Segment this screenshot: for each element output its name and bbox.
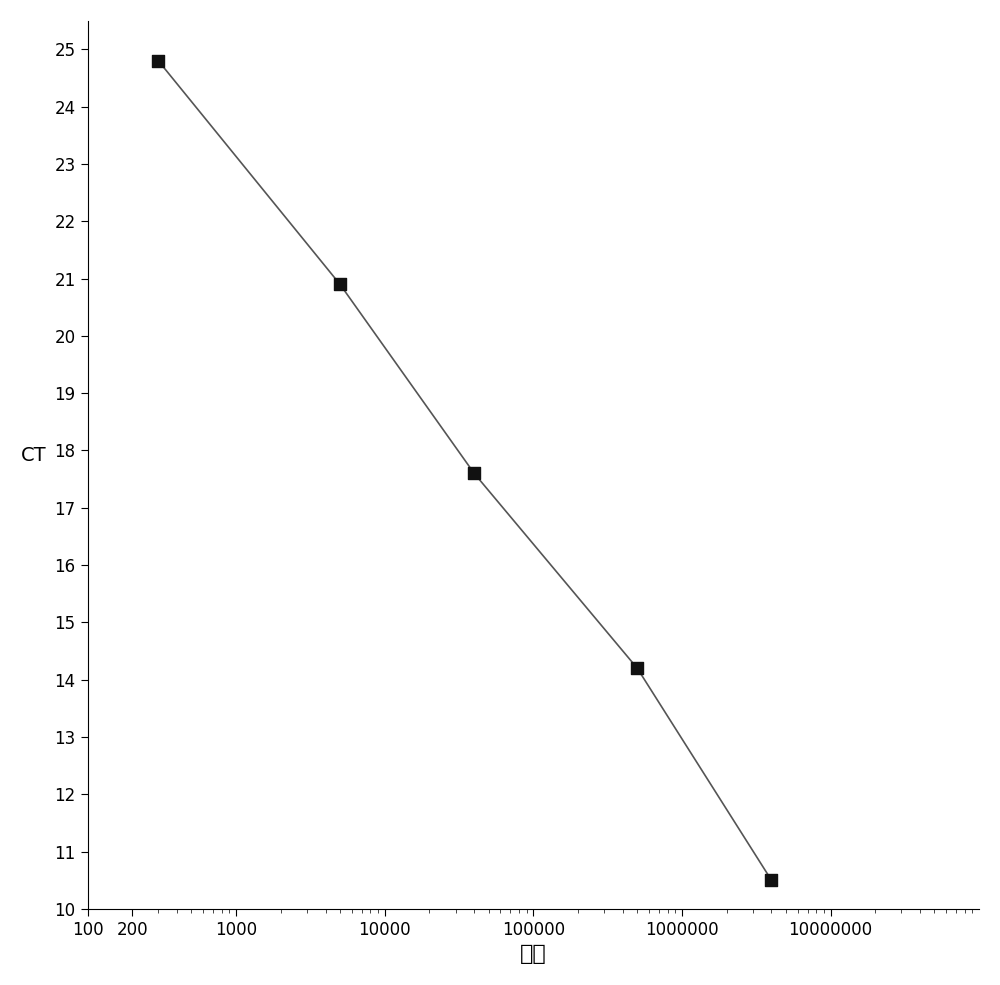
Point (332, 277, 348, 293)
X-axis label: 浓度: 浓度 (520, 945, 547, 964)
Point (763, 873, 779, 888)
Point (629, 660, 645, 676)
Y-axis label: CT: CT (21, 446, 46, 465)
Point (466, 466, 482, 482)
Point (150, 53, 166, 69)
